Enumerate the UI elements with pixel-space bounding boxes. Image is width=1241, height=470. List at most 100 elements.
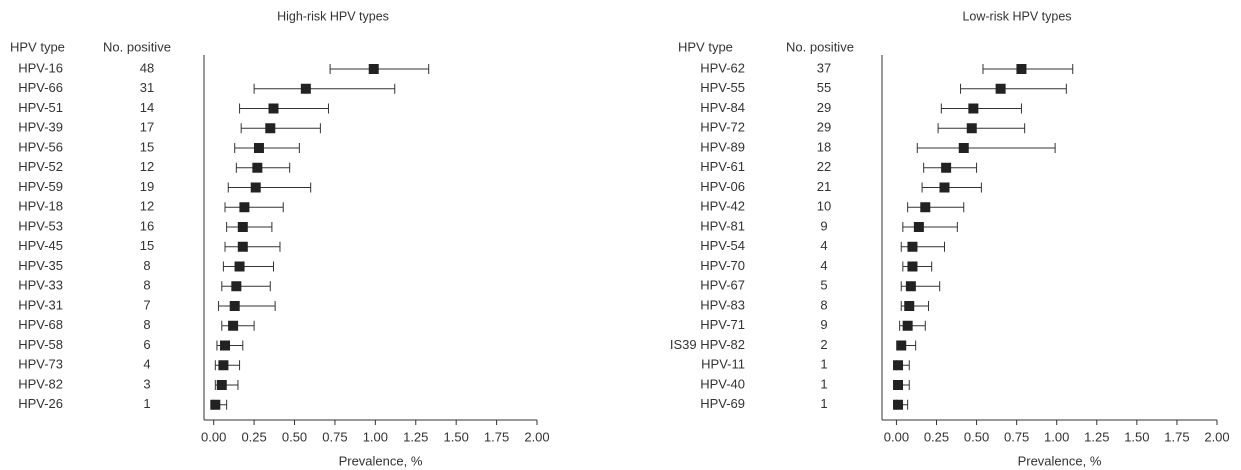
point	[968, 103, 979, 114]
row-label: HPV-67	[700, 278, 745, 293]
x-tick-label: 0.75	[1004, 429, 1029, 444]
count-label: 22	[817, 159, 831, 174]
row-label: HPV-66	[18, 80, 63, 95]
row-label: HPV-51	[18, 100, 63, 115]
point	[1016, 64, 1027, 74]
row-label: HPV-55	[700, 80, 745, 95]
row-label: HPV-18	[18, 199, 63, 214]
row-label: HPV-81	[700, 218, 745, 233]
point	[237, 241, 248, 252]
count-label: 7	[143, 297, 150, 312]
row-label: HPV-52	[18, 159, 63, 174]
row-label: HPV-40	[700, 376, 745, 391]
row-label: HPV-69	[700, 396, 745, 411]
row-label: HPV-31	[18, 297, 63, 312]
row-label: HPV-53	[18, 218, 63, 233]
count-label: 12	[140, 199, 154, 214]
point	[252, 162, 263, 173]
row-label: HPV-62	[700, 60, 745, 75]
count-label: 1	[820, 376, 827, 391]
x-tick-label: 1.00	[1044, 429, 1069, 444]
point	[966, 123, 977, 134]
x-tick-label: 1.50	[444, 429, 469, 444]
row-label: IS39 HPV-82	[670, 337, 745, 352]
row-label: HPV-45	[18, 238, 63, 253]
count-label: 3	[143, 376, 150, 391]
count-label: 1	[143, 396, 150, 411]
point	[896, 340, 907, 351]
point	[920, 202, 931, 213]
point	[995, 83, 1006, 94]
count-label: 12	[140, 159, 154, 174]
count-label: 8	[143, 317, 150, 332]
count-label: 1	[820, 357, 827, 372]
count-label: 21	[817, 179, 831, 194]
row-label: HPV-56	[18, 139, 63, 154]
point	[913, 222, 924, 232]
count-label: 55	[817, 80, 831, 95]
count-label: 8	[143, 258, 150, 273]
point	[237, 222, 248, 232]
point	[210, 399, 221, 410]
count-label: 15	[140, 238, 154, 253]
column-header: HPV type	[678, 39, 733, 54]
count-label: 5	[820, 278, 827, 293]
row-label: HPV-89	[700, 139, 745, 154]
point	[902, 320, 913, 331]
point	[939, 182, 950, 193]
row-label: HPV-83	[700, 297, 745, 312]
row-label: HPV-39	[18, 120, 63, 135]
count-label: 14	[140, 100, 154, 115]
row-label: HPV-59	[18, 179, 63, 194]
x-tick-label: 0.50	[282, 429, 307, 444]
count-label: 2	[820, 337, 827, 352]
x-tick-label: 1.75	[1164, 429, 1189, 444]
point	[234, 261, 245, 272]
row-label: HPV-73	[18, 357, 63, 372]
count-label: 4	[820, 238, 827, 253]
point	[907, 241, 918, 252]
point	[893, 380, 904, 390]
count-label: 10	[817, 199, 831, 214]
point	[216, 380, 227, 390]
x-axis-label: Prevalence, %	[339, 453, 423, 468]
point	[231, 281, 242, 292]
x-tick-label: 2.00	[1204, 429, 1229, 444]
point	[904, 301, 915, 311]
x-tick-label: 0.25	[924, 429, 949, 444]
x-tick-label: 1.00	[363, 429, 388, 444]
count-label: 29	[817, 120, 831, 135]
count-label: 8	[820, 297, 827, 312]
x-tick-label: 0.25	[241, 429, 266, 444]
x-tick-label: 0.00	[201, 429, 226, 444]
count-label: 4	[143, 357, 150, 372]
count-label: 9	[820, 317, 827, 332]
x-tick-label: 1.25	[1084, 429, 1109, 444]
x-tick-label: 1.25	[403, 429, 428, 444]
point	[220, 340, 231, 351]
point	[268, 103, 279, 114]
row-label: HPV-42	[700, 199, 745, 214]
row-label: HPV-33	[18, 278, 63, 293]
x-tick-label: 0.75	[322, 429, 347, 444]
point	[253, 143, 264, 153]
point	[907, 261, 918, 272]
row-label: HPV-82	[18, 376, 63, 391]
x-tick-label: 1.75	[484, 429, 509, 444]
x-tick-label: 2.00	[524, 429, 549, 444]
row-label: HPV-54	[700, 238, 745, 253]
row-label: HPV-70	[700, 258, 745, 273]
x-tick-label: 1.50	[1124, 429, 1149, 444]
x-tick-label: 0.50	[964, 429, 989, 444]
count-label: 19	[140, 179, 154, 194]
row-label: HPV-61	[700, 159, 745, 174]
row-label: HPV-16	[18, 60, 63, 75]
count-label: 17	[140, 120, 154, 135]
row-label: HPV-06	[700, 179, 745, 194]
count-label: 18	[817, 139, 831, 154]
row-label: HPV-35	[18, 258, 63, 273]
column-header: No. positive	[103, 39, 171, 54]
x-tick-label: 0.00	[884, 429, 909, 444]
count-label: 1	[820, 396, 827, 411]
point	[228, 320, 239, 331]
